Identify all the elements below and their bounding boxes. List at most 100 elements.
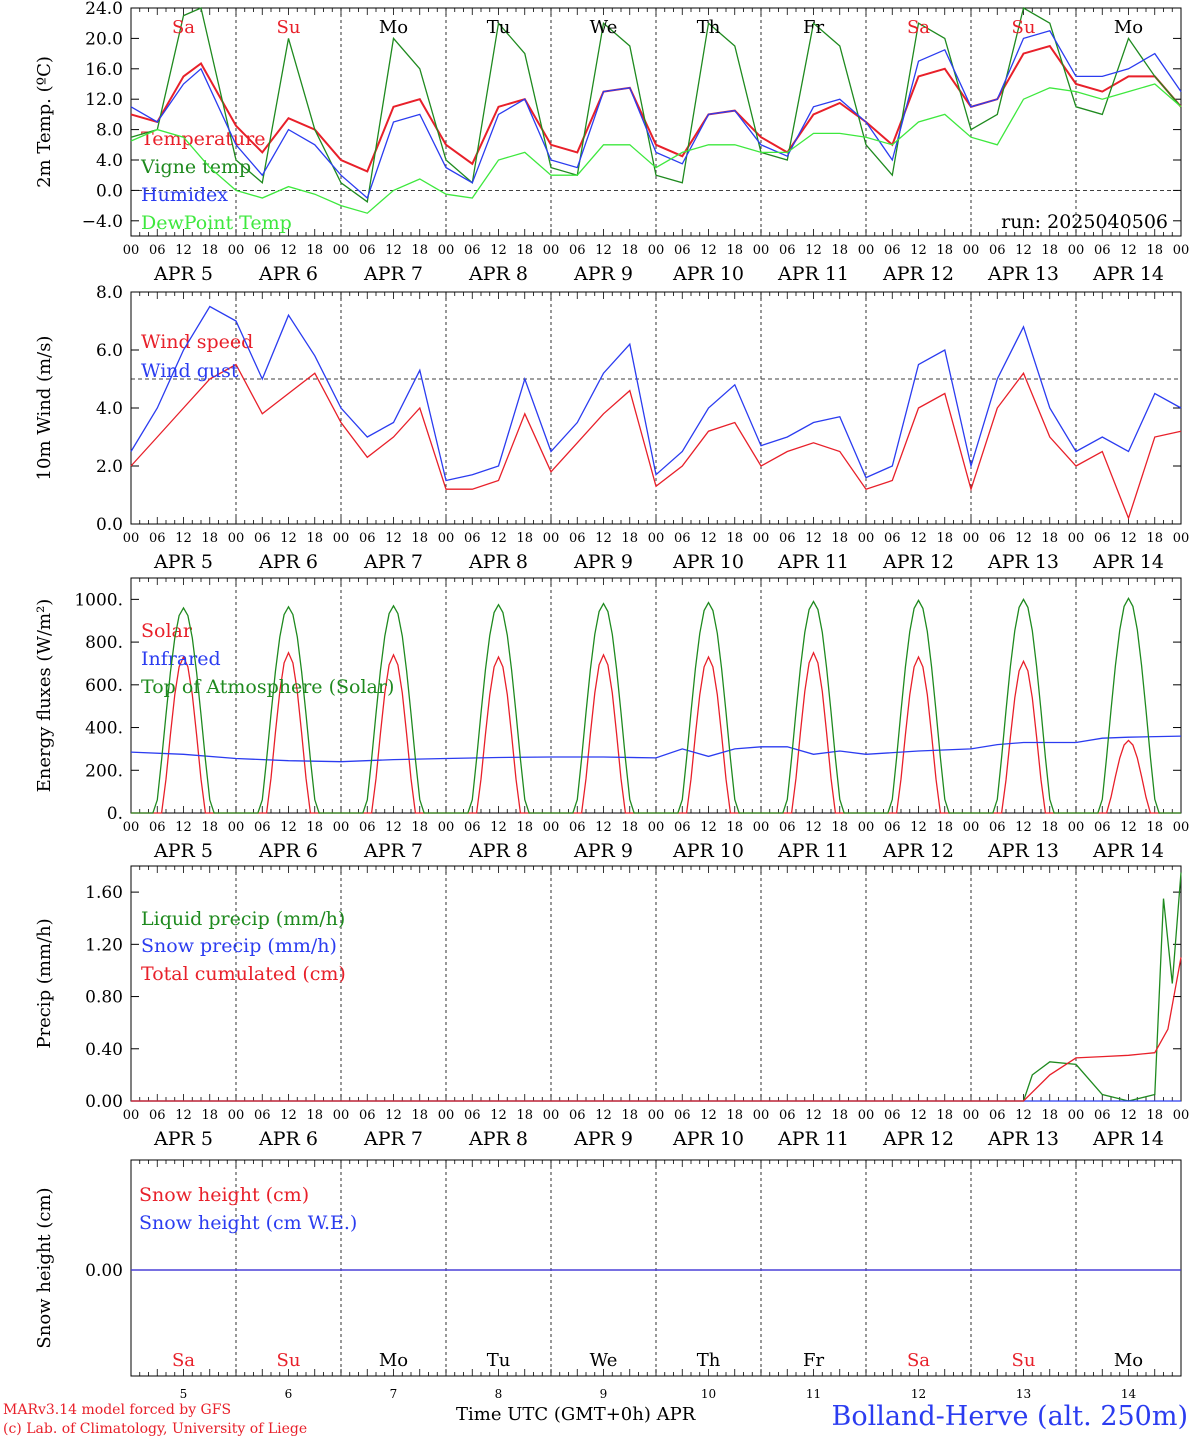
hour-tick-label: 06	[359, 531, 376, 546]
hour-tick-label: 06	[254, 531, 271, 546]
hour-tick-label: 12	[700, 1108, 717, 1123]
date-label: APR 8	[468, 551, 528, 573]
hour-tick-label: 18	[411, 243, 428, 258]
legend-entry: Wind gust	[141, 360, 239, 382]
hour-tick-label: 18	[516, 820, 533, 835]
hour-tick-label: 00	[228, 243, 245, 258]
hour-tick-label: 18	[306, 1108, 323, 1123]
date-label: APR 12	[882, 1128, 954, 1150]
hour-tick-label: 06	[464, 531, 481, 546]
hour-tick-label: 00	[543, 1108, 560, 1123]
hour-tick-label: 00	[1068, 820, 1085, 835]
hour-tick-label: 06	[674, 1108, 691, 1123]
hour-tick-label: 06	[989, 243, 1006, 258]
legend-entry: Top of Atmosphere (Solar)	[141, 676, 394, 698]
hour-tick-label: 06	[254, 243, 271, 258]
hour-tick-label: 18	[306, 243, 323, 258]
day-abbr-bottom: Th	[697, 1350, 721, 1371]
hour-tick-label: 00	[543, 531, 560, 546]
hour-tick-label: 12	[595, 243, 612, 258]
y-tick-label: 6.0	[96, 341, 123, 361]
y-axis-label: Precip (mm/h)	[34, 918, 55, 1048]
date-label: APR 13	[987, 1128, 1059, 1150]
y-tick-label: 0.80	[85, 988, 123, 1008]
day-number: 13	[1016, 1387, 1031, 1401]
hour-tick-label: 00	[753, 243, 770, 258]
hour-tick-label: 00	[438, 531, 455, 546]
y-axis-label: 2m Temp. (ºC)	[34, 56, 55, 188]
hour-tick-label: 06	[149, 531, 166, 546]
hour-tick-label: 06	[989, 531, 1006, 546]
y-tick-label: 24.0	[85, 0, 123, 19]
hour-tick-label: 00	[543, 243, 560, 258]
day-abbr-bottom: Su	[1012, 1350, 1036, 1371]
day-abbr-top: We	[590, 17, 618, 38]
date-label: APR 6	[258, 1128, 318, 1150]
hour-tick-label: 12	[1120, 243, 1137, 258]
date-label: APR 10	[672, 551, 744, 573]
date-label: APR 6	[258, 263, 318, 285]
y-tick-label: 0.0	[96, 515, 123, 535]
y-tick-label: 400.	[85, 719, 123, 739]
hour-tick-label: 06	[149, 243, 166, 258]
hour-tick-label: 18	[1146, 1108, 1163, 1123]
hour-tick-label: 06	[569, 243, 586, 258]
hour-tick-label: 06	[464, 1108, 481, 1123]
hour-tick-label: 06	[884, 820, 901, 835]
hour-tick-label: 00	[333, 820, 350, 835]
hour-tick-label: 00	[858, 531, 875, 546]
series-line-wind-speed	[130, 363, 1182, 521]
hour-tick-label: 18	[516, 1108, 533, 1123]
legend-entry: Liquid precip (mm/h)	[141, 908, 345, 930]
hour-tick-label: 18	[201, 820, 218, 835]
y-tick-label: 1000.	[74, 590, 123, 610]
day-abbr-top: Mo	[379, 17, 408, 38]
legend-entry: Total cumulated (cm)	[141, 963, 346, 985]
date-label: APR 5	[153, 840, 213, 862]
hour-tick-label: 18	[1041, 531, 1058, 546]
date-label: APR 13	[987, 551, 1059, 573]
day-abbr-bottom: We	[590, 1350, 618, 1371]
hour-tick-label: 18	[201, 243, 218, 258]
legend-entry: Solar	[141, 620, 193, 642]
hour-tick-label: 06	[989, 1108, 1006, 1123]
day-number: 11	[806, 1387, 821, 1401]
hour-tick-label: 18	[411, 531, 428, 546]
series-line-dewpoint-temp	[130, 83, 1182, 214]
hour-tick-label: 06	[359, 820, 376, 835]
y-tick-label: 2.0	[96, 457, 123, 477]
legend-entry: Humidex	[141, 184, 228, 206]
day-abbr-bottom: Mo	[1114, 1350, 1143, 1371]
hour-tick-label: 00	[648, 820, 665, 835]
hour-tick-label: 00	[963, 531, 980, 546]
series-line-infrared	[130, 735, 1182, 763]
hour-tick-label: 12	[490, 820, 507, 835]
y-tick-label: 0.00	[85, 1092, 123, 1112]
date-label: APR 8	[468, 1128, 528, 1150]
hour-tick-label: 12	[700, 243, 717, 258]
date-label: APR 9	[573, 263, 633, 285]
hour-tick-label: 00	[333, 243, 350, 258]
hour-tick-label: 00	[228, 820, 245, 835]
hour-tick-label: 00	[1173, 820, 1190, 835]
hour-tick-label: 12	[385, 1108, 402, 1123]
date-label: APR 9	[573, 551, 633, 573]
hour-tick-label: 12	[595, 1108, 612, 1123]
y-axis-label: Snow height (cm)	[34, 1187, 55, 1348]
y-tick-label: 8.0	[96, 121, 123, 141]
hour-tick-label: 12	[910, 243, 927, 258]
hour-tick-label: 00	[648, 1108, 665, 1123]
day-number: 5	[180, 1387, 188, 1401]
hour-tick-label: 00	[858, 1108, 875, 1123]
hour-tick-label: 00	[123, 1108, 140, 1123]
hour-tick-label: 12	[385, 820, 402, 835]
day-number: 14	[1121, 1387, 1137, 1401]
hour-tick-label: 18	[201, 531, 218, 546]
y-axis-label: 10m Wind (m/s)	[34, 336, 55, 481]
legend-entry: Temperature	[141, 128, 265, 150]
hour-tick-label: 12	[280, 243, 297, 258]
date-label: APR 5	[153, 551, 213, 573]
day-number: 7	[390, 1387, 398, 1401]
hour-tick-label: 18	[621, 820, 638, 835]
